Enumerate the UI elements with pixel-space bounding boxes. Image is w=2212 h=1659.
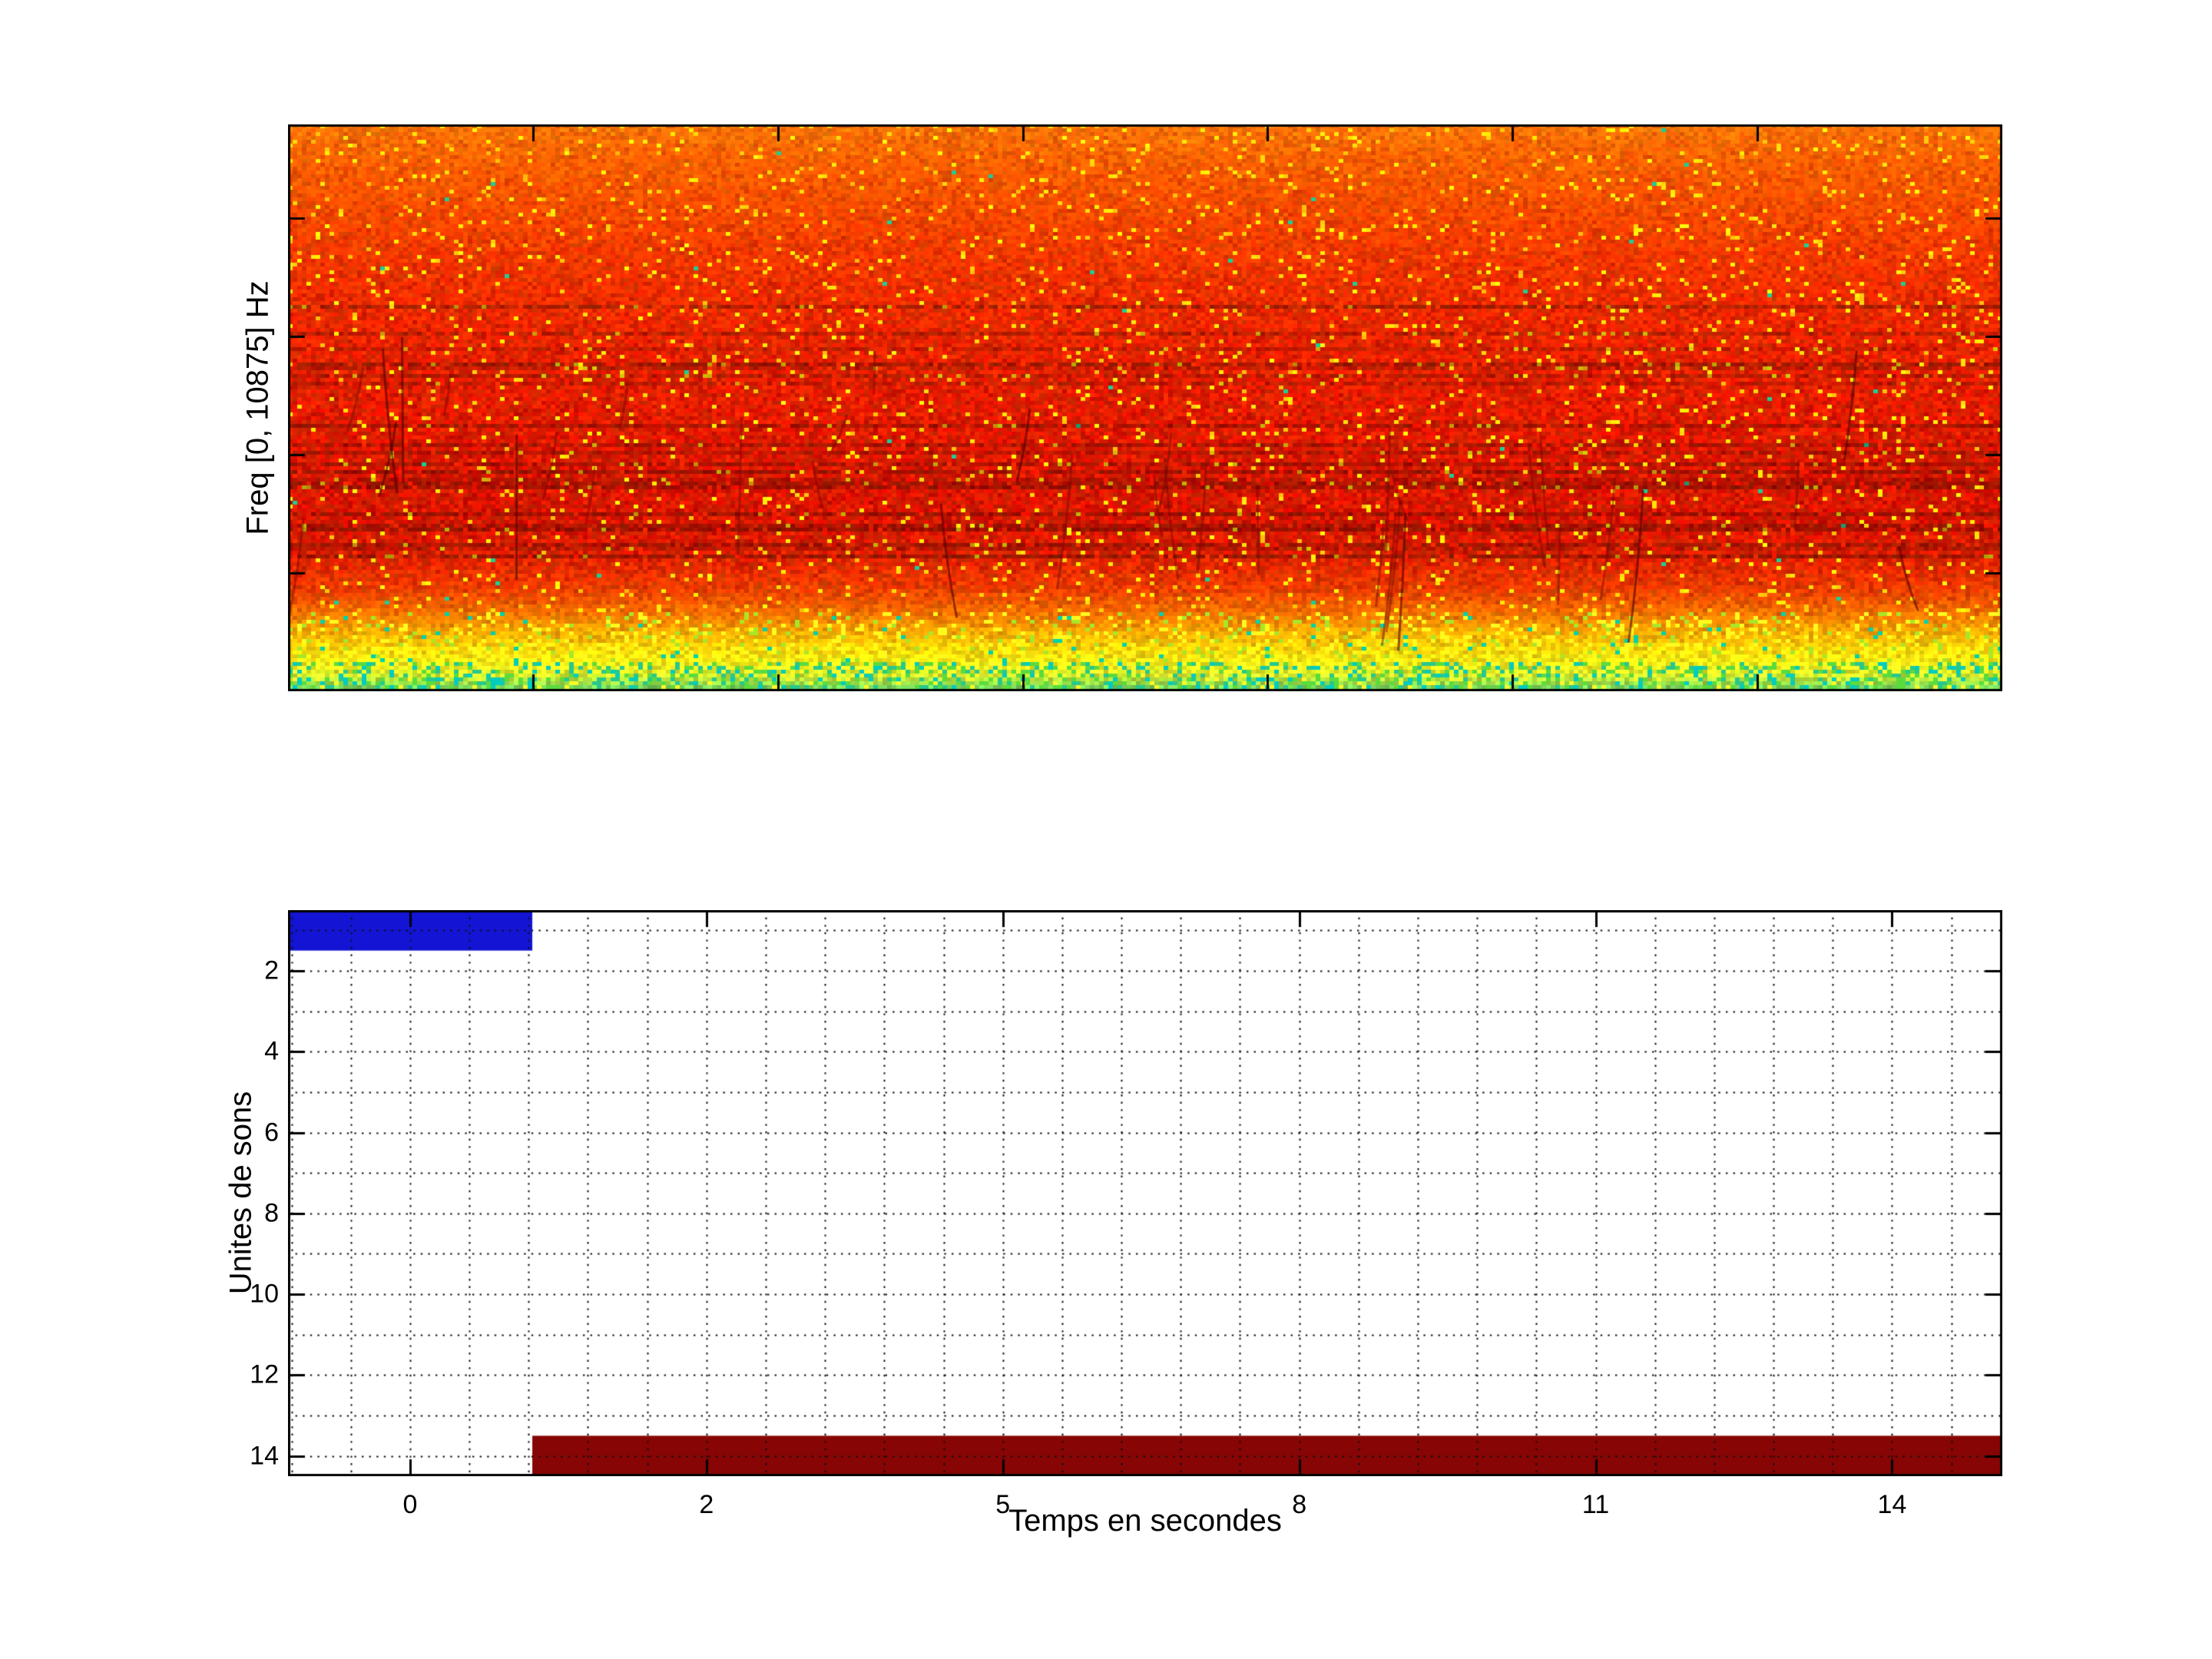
bar-chart-xlabel: Temps en secondes (1008, 1504, 1282, 1538)
y-tick-label: 4 (264, 1036, 279, 1066)
spectrogram-image (288, 124, 2002, 691)
x-tick-label: 2 (699, 1490, 714, 1519)
x-tick-label: 14 (1877, 1490, 1907, 1519)
y-tick-label: 14 (250, 1441, 279, 1471)
x-tick-label: 11 (1581, 1490, 1610, 1519)
x-tick-label: 0 (402, 1490, 418, 1519)
y-tick-label: 8 (264, 1198, 279, 1228)
x-tick-label: 5 (995, 1490, 1011, 1519)
y-tick-label: 6 (264, 1118, 279, 1147)
spectrogram-ylabel: Freq [0, 10875] Hz (240, 280, 275, 535)
bar-chart-canvas (288, 910, 2002, 1476)
y-tick-label: 2 (264, 955, 279, 985)
y-tick-label: 12 (250, 1359, 279, 1389)
x-tick-label: 8 (1292, 1490, 1307, 1519)
y-tick-label: 10 (250, 1279, 279, 1309)
